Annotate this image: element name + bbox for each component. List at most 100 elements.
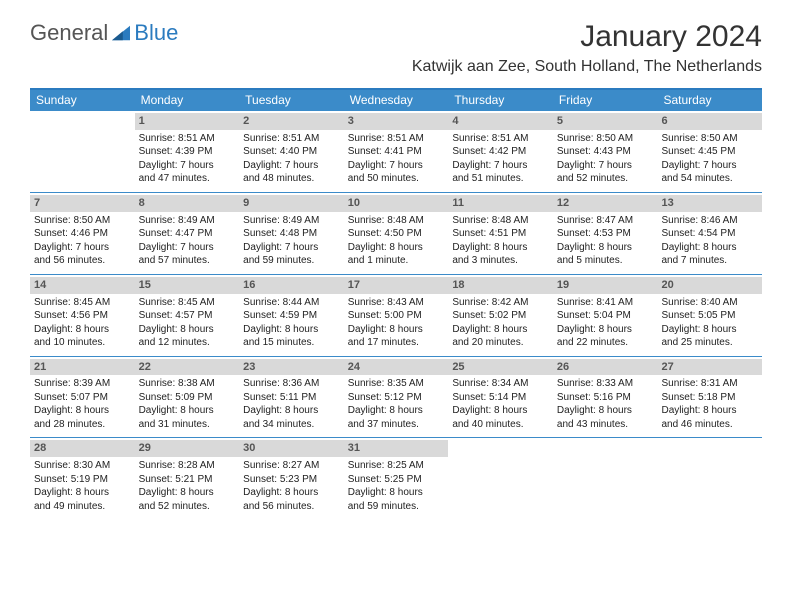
day-cell — [553, 438, 658, 519]
day-cell: 25Sunrise: 8:34 AMSunset: 5:14 PMDayligh… — [448, 357, 553, 438]
sunrise-text: Sunrise: 8:40 AM — [661, 296, 758, 310]
sunrise-text: Sunrise: 8:51 AM — [452, 132, 549, 146]
sunset-text: Sunset: 4:53 PM — [557, 227, 654, 241]
sunrise-text: Sunrise: 8:50 AM — [557, 132, 654, 146]
sunrise-text: Sunrise: 8:36 AM — [243, 377, 340, 391]
sunrise-text: Sunrise: 8:49 AM — [139, 214, 236, 228]
daylight1-text: Daylight: 8 hours — [452, 241, 549, 255]
day-number: 2 — [239, 113, 344, 130]
sunset-text: Sunset: 5:25 PM — [348, 473, 445, 487]
day-number: 30 — [239, 440, 344, 457]
sunset-text: Sunset: 5:04 PM — [557, 309, 654, 323]
daylight2-text: and 52 minutes. — [557, 172, 654, 186]
daylight2-text: and 43 minutes. — [557, 418, 654, 432]
sunrise-text: Sunrise: 8:49 AM — [243, 214, 340, 228]
daylight1-text: Daylight: 8 hours — [661, 323, 758, 337]
day-number: 19 — [553, 277, 658, 294]
daylight1-text: Daylight: 7 hours — [452, 159, 549, 173]
sunrise-text: Sunrise: 8:42 AM — [452, 296, 549, 310]
sunset-text: Sunset: 4:59 PM — [243, 309, 340, 323]
sunset-text: Sunset: 4:56 PM — [34, 309, 131, 323]
daylight1-text: Daylight: 8 hours — [661, 241, 758, 255]
sunrise-text: Sunrise: 8:41 AM — [557, 296, 654, 310]
daylight1-text: Daylight: 8 hours — [557, 404, 654, 418]
daylight1-text: Daylight: 8 hours — [348, 241, 445, 255]
daylight2-text: and 57 minutes. — [139, 254, 236, 268]
daylight2-text: and 15 minutes. — [243, 336, 340, 350]
day-cell: 20Sunrise: 8:40 AMSunset: 5:05 PMDayligh… — [657, 275, 762, 356]
sunrise-text: Sunrise: 8:34 AM — [452, 377, 549, 391]
sunset-text: Sunset: 4:50 PM — [348, 227, 445, 241]
day-cell: 24Sunrise: 8:35 AMSunset: 5:12 PMDayligh… — [344, 357, 449, 438]
title-block: January 2024 Katwijk aan Zee, South Holl… — [412, 20, 762, 76]
sunset-text: Sunset: 4:54 PM — [661, 227, 758, 241]
daylight2-text: and 46 minutes. — [661, 418, 758, 432]
daylight1-text: Daylight: 8 hours — [243, 323, 340, 337]
day-number: 8 — [135, 195, 240, 212]
day-cell: 6Sunrise: 8:50 AMSunset: 4:45 PMDaylight… — [657, 111, 762, 192]
day-number: 5 — [553, 113, 658, 130]
sunset-text: Sunset: 4:57 PM — [139, 309, 236, 323]
day-cell: 16Sunrise: 8:44 AMSunset: 4:59 PMDayligh… — [239, 275, 344, 356]
daylight2-text: and 1 minute. — [348, 254, 445, 268]
month-title: January 2024 — [412, 20, 762, 54]
day-cell: 27Sunrise: 8:31 AMSunset: 5:18 PMDayligh… — [657, 357, 762, 438]
weekday-label: Wednesday — [344, 90, 449, 110]
daylight1-text: Daylight: 8 hours — [557, 241, 654, 255]
day-cell: 22Sunrise: 8:38 AMSunset: 5:09 PMDayligh… — [135, 357, 240, 438]
day-number: 6 — [657, 113, 762, 130]
logo-triangle-icon — [110, 24, 132, 42]
daylight1-text: Daylight: 8 hours — [139, 486, 236, 500]
weekday-label: Sunday — [30, 90, 135, 110]
sunrise-text: Sunrise: 8:39 AM — [34, 377, 131, 391]
daylight1-text: Daylight: 8 hours — [348, 486, 445, 500]
sunrise-text: Sunrise: 8:46 AM — [661, 214, 758, 228]
day-cell: 19Sunrise: 8:41 AMSunset: 5:04 PMDayligh… — [553, 275, 658, 356]
sunrise-text: Sunrise: 8:48 AM — [452, 214, 549, 228]
weekday-header-row: Sunday Monday Tuesday Wednesday Thursday… — [30, 90, 762, 110]
daylight1-text: Daylight: 8 hours — [34, 404, 131, 418]
daylight2-text: and 12 minutes. — [139, 336, 236, 350]
day-number: 21 — [30, 359, 135, 376]
week-row: 28Sunrise: 8:30 AMSunset: 5:19 PMDayligh… — [30, 437, 762, 519]
day-number: 23 — [239, 359, 344, 376]
daylight2-text: and 3 minutes. — [452, 254, 549, 268]
sunset-text: Sunset: 5:16 PM — [557, 391, 654, 405]
day-cell: 3Sunrise: 8:51 AMSunset: 4:41 PMDaylight… — [344, 111, 449, 192]
sunset-text: Sunset: 4:39 PM — [139, 145, 236, 159]
daylight1-text: Daylight: 7 hours — [243, 159, 340, 173]
sunset-text: Sunset: 5:19 PM — [34, 473, 131, 487]
day-cell: 30Sunrise: 8:27 AMSunset: 5:23 PMDayligh… — [239, 438, 344, 519]
daylight2-text: and 10 minutes. — [34, 336, 131, 350]
weekday-label: Thursday — [448, 90, 553, 110]
daylight2-text: and 59 minutes. — [243, 254, 340, 268]
day-cell: 10Sunrise: 8:48 AMSunset: 4:50 PMDayligh… — [344, 193, 449, 274]
day-cell: 26Sunrise: 8:33 AMSunset: 5:16 PMDayligh… — [553, 357, 658, 438]
weekday-label: Monday — [135, 90, 240, 110]
sunrise-text: Sunrise: 8:28 AM — [139, 459, 236, 473]
day-cell: 1Sunrise: 8:51 AMSunset: 4:39 PMDaylight… — [135, 111, 240, 192]
day-cell: 17Sunrise: 8:43 AMSunset: 5:00 PMDayligh… — [344, 275, 449, 356]
day-number: 14 — [30, 277, 135, 294]
day-cell: 31Sunrise: 8:25 AMSunset: 5:25 PMDayligh… — [344, 438, 449, 519]
day-cell: 23Sunrise: 8:36 AMSunset: 5:11 PMDayligh… — [239, 357, 344, 438]
day-number — [448, 440, 553, 457]
daylight2-text: and 47 minutes. — [139, 172, 236, 186]
sunrise-text: Sunrise: 8:43 AM — [348, 296, 445, 310]
day-number: 29 — [135, 440, 240, 457]
sunrise-text: Sunrise: 8:48 AM — [348, 214, 445, 228]
daylight2-text: and 40 minutes. — [452, 418, 549, 432]
day-cell — [30, 111, 135, 192]
sunrise-text: Sunrise: 8:25 AM — [348, 459, 445, 473]
daylight2-text: and 28 minutes. — [34, 418, 131, 432]
sunset-text: Sunset: 4:48 PM — [243, 227, 340, 241]
daylight1-text: Daylight: 8 hours — [243, 486, 340, 500]
sunrise-text: Sunrise: 8:51 AM — [139, 132, 236, 146]
day-cell: 4Sunrise: 8:51 AMSunset: 4:42 PMDaylight… — [448, 111, 553, 192]
daylight2-text: and 49 minutes. — [34, 500, 131, 514]
week-row: 14Sunrise: 8:45 AMSunset: 4:56 PMDayligh… — [30, 274, 762, 356]
day-number: 18 — [448, 277, 553, 294]
daylight1-text: Daylight: 8 hours — [661, 404, 758, 418]
daylight1-text: Daylight: 8 hours — [348, 323, 445, 337]
daylight2-text: and 20 minutes. — [452, 336, 549, 350]
